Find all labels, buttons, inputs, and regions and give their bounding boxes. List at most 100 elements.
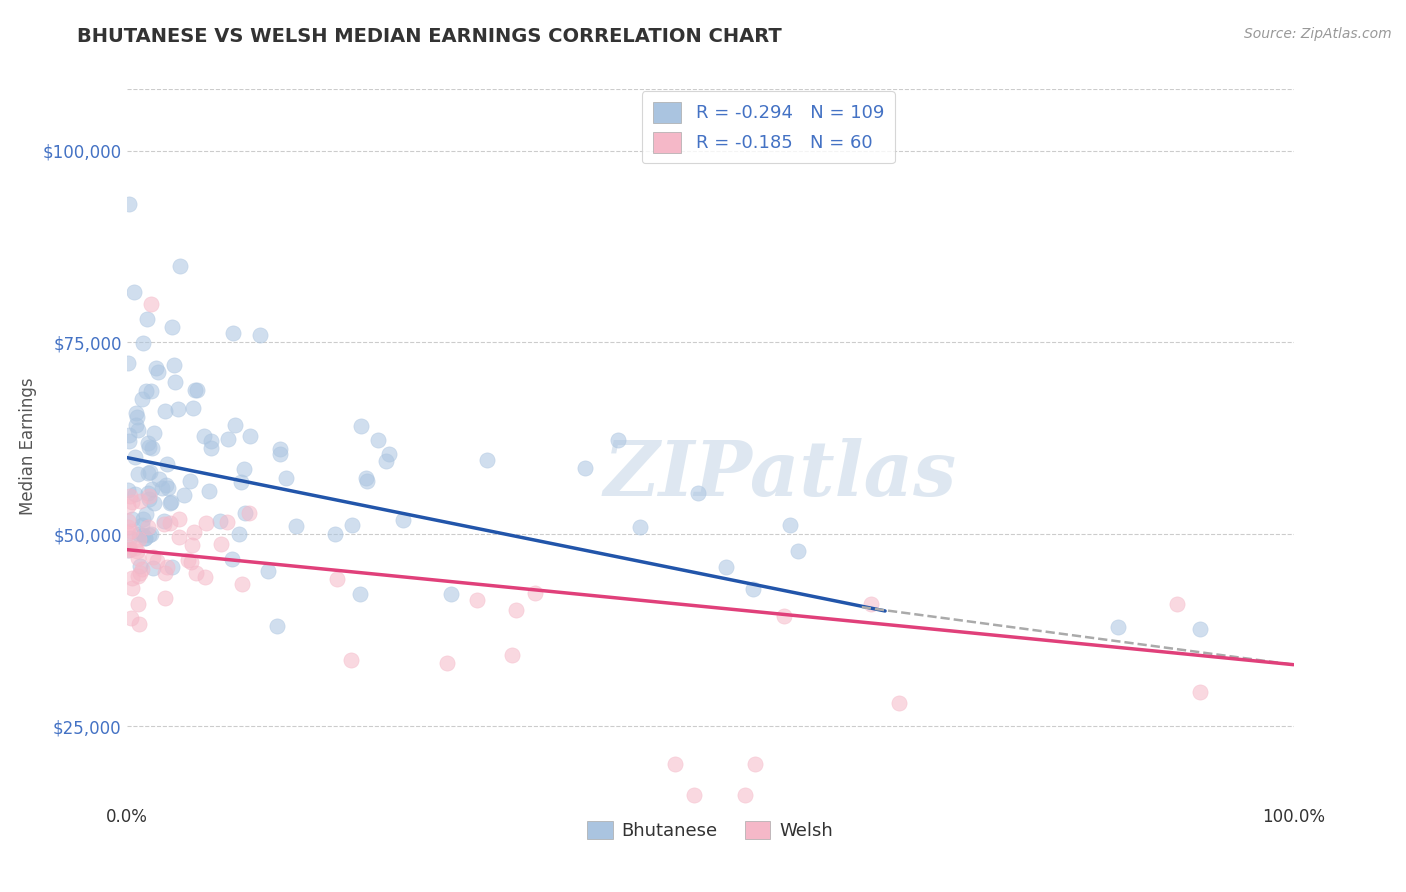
Point [118, 490, 141, 504]
Point [141, 442, 163, 456]
Point [159, 496, 181, 510]
Point [127, 467, 149, 481]
Point [574, 461, 596, 475]
Point [889, 696, 911, 710]
Point [229, 475, 252, 489]
Point [132, 512, 155, 526]
Point [238, 506, 260, 520]
Point [163, 358, 186, 372]
Point [122, 285, 145, 299]
Point [439, 587, 461, 601]
Point [239, 429, 262, 443]
Point [156, 457, 179, 471]
Point [132, 336, 155, 351]
Point [194, 516, 217, 530]
Point [232, 461, 254, 475]
Point [135, 312, 157, 326]
Text: BHUTANESE VS WELSH MEDIAN EARNINGS CORRELATION CHART: BHUTANESE VS WELSH MEDIAN EARNINGS CORRE… [77, 27, 782, 45]
Point [155, 478, 177, 492]
Point [153, 566, 176, 580]
Point [683, 788, 706, 802]
Point [505, 603, 527, 617]
Point [228, 527, 250, 541]
Point [125, 417, 148, 432]
Point [269, 447, 291, 461]
Point [120, 524, 142, 538]
Point [860, 597, 883, 611]
Point [367, 434, 389, 448]
Point [184, 383, 207, 397]
Point [131, 392, 153, 406]
Point [139, 466, 162, 480]
Point [141, 482, 163, 496]
Point [139, 384, 162, 398]
Point [118, 543, 141, 558]
Point [134, 531, 156, 545]
Point [198, 483, 221, 498]
Point [375, 454, 398, 468]
Point [217, 432, 239, 446]
Point [131, 518, 153, 533]
Point [1108, 620, 1130, 634]
Point [136, 467, 159, 481]
Point [217, 515, 239, 529]
Point [150, 481, 173, 495]
Point [1166, 597, 1188, 611]
Point [169, 530, 191, 544]
Point [779, 518, 801, 533]
Point [117, 519, 139, 533]
Point [124, 486, 146, 500]
Point [180, 555, 202, 569]
Point [127, 409, 149, 424]
Point [145, 554, 167, 568]
Point [257, 564, 280, 578]
Point [143, 425, 166, 440]
Point [176, 553, 198, 567]
Point [120, 611, 142, 625]
Point [117, 483, 139, 498]
Point [159, 516, 181, 530]
Point [744, 757, 766, 772]
Point [117, 525, 139, 540]
Point [211, 537, 233, 551]
Point [160, 495, 183, 509]
Point [138, 440, 160, 454]
Point [276, 470, 298, 484]
Point [139, 526, 162, 541]
Point [233, 506, 256, 520]
Point [350, 419, 373, 434]
Point [117, 499, 139, 513]
Point [117, 356, 139, 370]
Point [340, 517, 363, 532]
Point [323, 527, 346, 541]
Point [582, 819, 605, 833]
Point [166, 402, 188, 417]
Point [786, 544, 808, 558]
Point [145, 361, 167, 376]
Point [193, 429, 215, 443]
Point [181, 538, 204, 552]
Text: ZIPatlas: ZIPatlas [603, 438, 956, 511]
Point [269, 442, 291, 456]
Point [501, 648, 523, 663]
Y-axis label: Median Earnings: Median Earnings [20, 377, 37, 515]
Point [127, 550, 149, 565]
Point [128, 558, 150, 573]
Point [184, 566, 207, 580]
Point [135, 384, 157, 398]
Point [152, 517, 174, 532]
Point [132, 528, 155, 542]
Point [1189, 685, 1212, 699]
Point [128, 527, 150, 541]
Point [117, 541, 139, 555]
Point [155, 404, 177, 418]
Point [118, 434, 141, 448]
Point [475, 453, 498, 467]
Point [138, 489, 160, 503]
Point [148, 472, 170, 486]
Point [153, 514, 176, 528]
Point [165, 375, 187, 389]
Point [1189, 622, 1212, 636]
Point [118, 427, 141, 442]
Point [326, 572, 349, 586]
